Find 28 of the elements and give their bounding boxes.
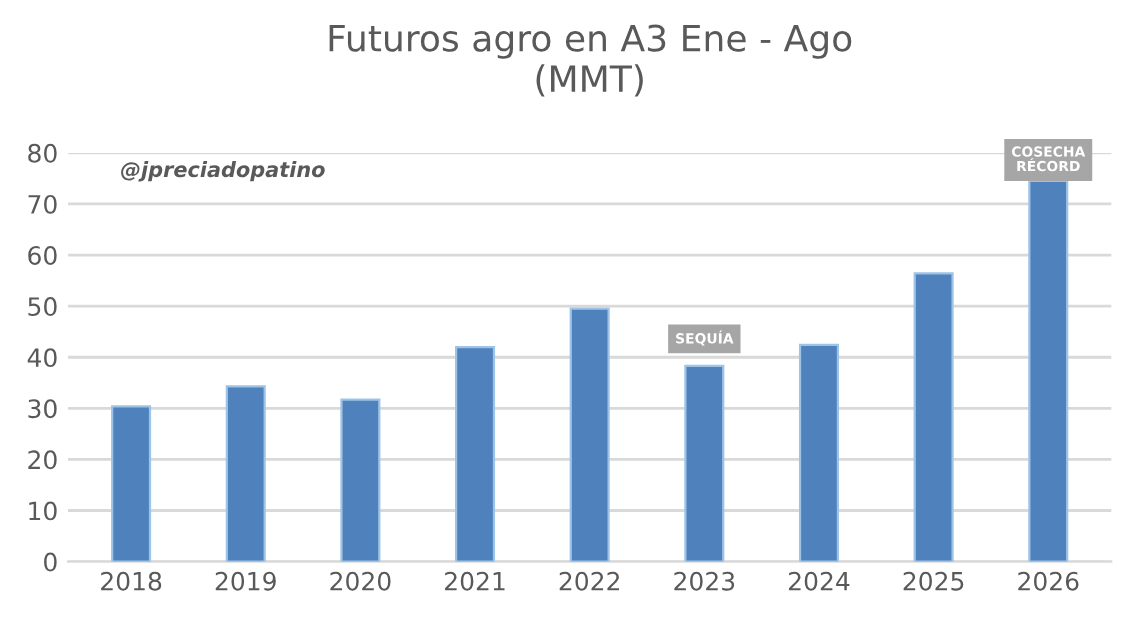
x-tick-label: 2023 [674,571,735,591]
bar [225,385,266,562]
x-tick-label: 2026 [1018,571,1079,591]
y-tick-label: 0 [44,552,57,572]
x-tick-label: 2021 [445,571,505,591]
bar [340,398,381,562]
x-tick-label: 2022 [559,571,619,591]
x-tick-label: 2025 [903,571,964,591]
x-tick-label: 2019 [215,571,276,591]
y-tick-label: 50 [28,297,57,316]
bar [111,405,152,562]
x-tick-label: 2024 [788,571,850,591]
y-tick-label: 40 [27,348,57,368]
bar [913,272,954,562]
bar [798,343,839,562]
y-tick-label: 20 [28,450,57,470]
y-tick-label: 60 [28,246,57,265]
x-tick-label: 2018 [101,571,162,591]
y-tick-label: 80 [28,143,57,163]
y-tick-label: 30 [28,399,57,419]
bar [455,345,496,562]
annotation: @jpreciadopatino [121,161,325,182]
y-tick-label: 70 [28,194,57,214]
chart-title: Futuros agro en A3 Ene - Ago (MMT) [329,24,852,97]
x-tick-label: 2020 [330,571,391,591]
bar [569,307,610,562]
y-tick-label: 10 [29,501,57,521]
bar [684,364,725,562]
